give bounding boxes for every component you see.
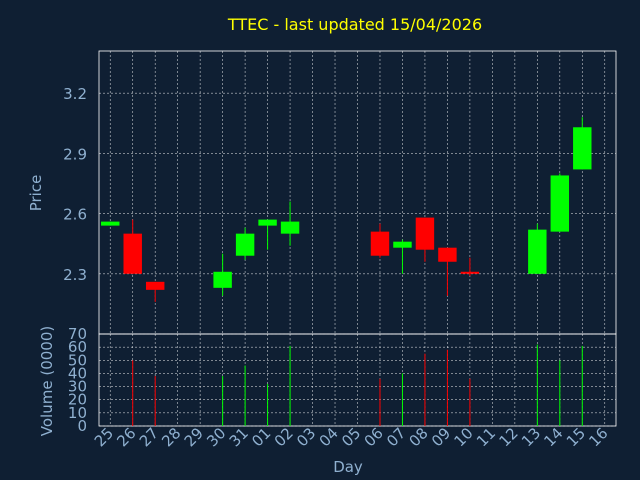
- price-tick-label: 2.3: [63, 266, 87, 284]
- candle-14: [550, 173, 570, 232]
- volume-tick-label: 70: [68, 325, 87, 343]
- candle-body: [258, 219, 277, 226]
- volume-tick-label: 0: [77, 417, 87, 435]
- candle-08: [415, 217, 435, 262]
- candle-09: [438, 247, 457, 296]
- volume-tick-label: 50: [68, 351, 87, 369]
- volume-tick-label: 30: [68, 378, 87, 396]
- price-tick-label: 2.9: [63, 145, 87, 163]
- candle-body: [415, 217, 435, 250]
- candle-body: [101, 221, 120, 226]
- volume-frame: [98, 333, 617, 427]
- x-axis-ticks: 2526272829303101020304050607080910111213…: [91, 424, 612, 450]
- candle-25: [101, 221, 120, 226]
- candle-body: [573, 127, 592, 170]
- candle-13: [528, 223, 547, 274]
- candle-26: [123, 219, 142, 274]
- candle-10: [460, 257, 480, 276]
- volume-tick-label: 60: [68, 338, 87, 356]
- volume-tick-label: 40: [68, 364, 87, 382]
- price-tick-label: 2.6: [63, 206, 87, 224]
- candle-body: [393, 241, 412, 248]
- candle-31: [235, 227, 255, 260]
- candle-body: [145, 281, 165, 290]
- candle-body: [438, 247, 457, 262]
- candle-27: [145, 281, 165, 302]
- price-axis-label: Price: [27, 175, 45, 212]
- volume-tick-label: 20: [68, 391, 87, 409]
- candle-body: [460, 271, 480, 274]
- price-panel: 2.3 2.6 2.9 3.2: [63, 50, 617, 335]
- chart-title: TTEC - last updated 15/04/2026: [227, 15, 482, 34]
- price-tick-label: 3.2: [63, 85, 87, 103]
- candle-01: [258, 219, 277, 250]
- candle-body: [370, 231, 390, 256]
- candle-15: [573, 117, 592, 170]
- candle-body: [528, 229, 547, 274]
- volume-axis-label: Volume (0000): [38, 326, 56, 436]
- candle-30: [213, 253, 232, 296]
- candle-body: [280, 221, 300, 234]
- candle-body: [123, 233, 142, 274]
- candle-06: [370, 223, 390, 258]
- x-axis-label: Day: [333, 458, 363, 476]
- candle-02: [280, 201, 300, 246]
- candle-body: [213, 271, 232, 288]
- candle-07: [393, 239, 412, 274]
- x-tick-label: 16: [585, 424, 611, 450]
- volume-tick-label: 10: [68, 404, 87, 422]
- candle-body: [235, 233, 255, 256]
- candle-body: [550, 175, 570, 232]
